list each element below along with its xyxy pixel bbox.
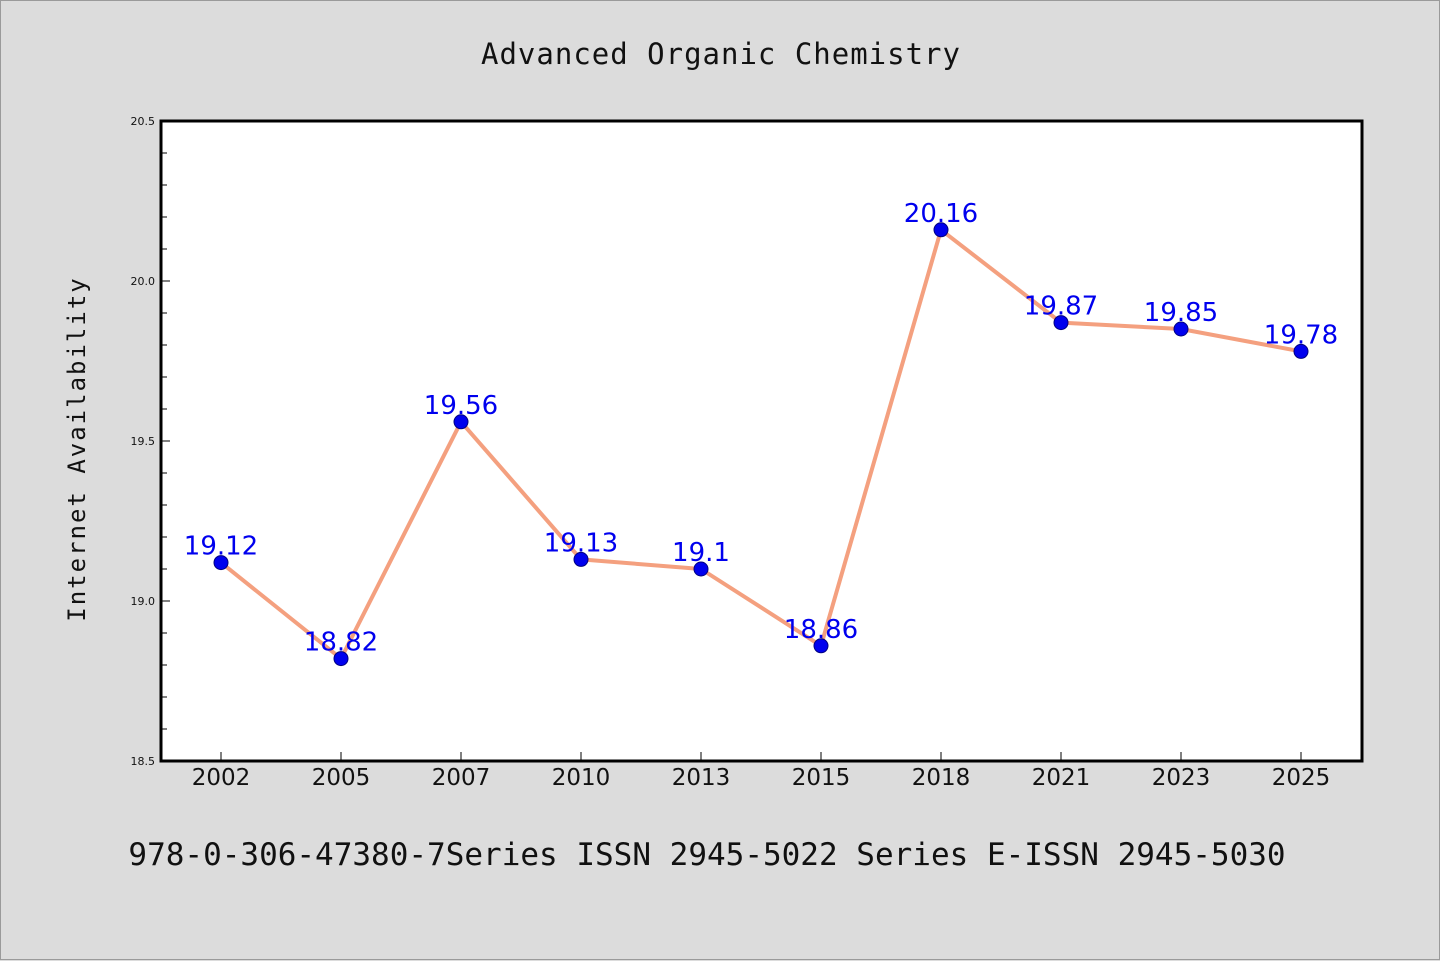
data-point-marker	[693, 561, 709, 577]
data-point-marker	[933, 222, 949, 238]
data-label: 19.78	[1264, 320, 1338, 350]
y-tick-label: 19.0	[131, 595, 156, 608]
x-tick-label: 2002	[192, 765, 251, 791]
plot-area	[161, 121, 1362, 761]
data-label: 19.1	[672, 538, 730, 568]
y-tick-label: 20.5	[131, 115, 156, 128]
data-label: 20.16	[904, 199, 978, 229]
data-point-marker	[453, 414, 469, 430]
y-tick-label: 20.0	[131, 275, 156, 288]
series-line	[219, 227, 1303, 661]
x-tick-label: 2021	[1032, 765, 1091, 791]
data-label: 19.13	[544, 528, 618, 558]
data-point-marker	[1293, 343, 1309, 359]
chart-title: Advanced Organic Chemistry	[481, 37, 961, 71]
data-point-marker	[213, 555, 229, 571]
data-label: 19.85	[1144, 298, 1218, 328]
footer-isbn-issn: 978-0-306-47380-7Series ISSN 2945-5022 S…	[128, 837, 1285, 873]
y-axis: 18.5 19.0 19.5 20.0 20.5	[131, 115, 170, 768]
x-tick-label: 2025	[1272, 765, 1331, 791]
x-tick-label: 2013	[672, 765, 731, 791]
x-tick-label: 2005	[312, 765, 371, 791]
y-tick-label: 19.5	[131, 435, 156, 448]
x-tick-label: 2010	[552, 765, 611, 791]
x-axis: 2002 2005 2007 2010 2013 2015 2018 2021 2023 2025	[192, 752, 1331, 791]
x-tick-label: 2018	[912, 765, 971, 791]
data-point-marker	[1053, 315, 1069, 331]
data-label: 18.82	[304, 628, 378, 658]
data-label: 18.86	[784, 615, 858, 645]
y-axis-label: Internet Availability	[63, 276, 91, 621]
data-point-marker	[573, 551, 589, 567]
x-tick-label: 2015	[792, 765, 851, 791]
data-label: 19.12	[184, 532, 258, 562]
data-point-marker	[813, 638, 829, 654]
plot-border	[159, 119, 1364, 763]
x-tick-label: 2007	[432, 765, 491, 791]
data-point-marker	[1173, 321, 1189, 337]
data-point-marker	[333, 651, 349, 667]
series-line-group: 19.12 18.82 19.56 19.13 19.1 18.86 20.16 19.87 1…	[184, 199, 1338, 667]
data-label: 19.87	[1024, 292, 1098, 322]
data-label: 19.56	[424, 391, 498, 421]
x-tick-label: 2023	[1152, 765, 1211, 791]
y-tick-label: 18.5	[131, 755, 156, 768]
